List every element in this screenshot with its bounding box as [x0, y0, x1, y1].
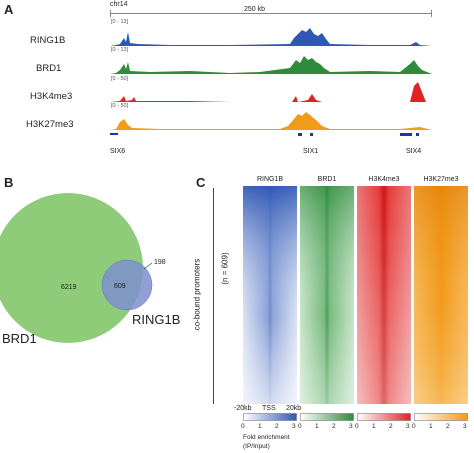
scale-tick-2: 2 — [332, 423, 336, 430]
heatmap-h3k27me3 — [414, 186, 468, 404]
heatmap-h3k4me3 — [357, 186, 411, 404]
scale-tick-right — [431, 10, 432, 17]
scale-tick-1: 1 — [429, 423, 433, 430]
scale-tick-0: 0 — [241, 423, 245, 430]
ring1b-only-leader — [143, 262, 153, 270]
heatmap-ring1b — [243, 186, 297, 404]
x-label-right: 20kb — [286, 405, 302, 412]
h3k4me3-track — [110, 82, 432, 102]
color-scale-brd1 — [300, 413, 354, 421]
scale-line — [110, 13, 432, 14]
scale-tick-3: 3 — [349, 423, 353, 430]
venn-diagram — [0, 193, 153, 343]
ip-input-label: (IP/Input) — [243, 443, 270, 450]
venn-ring1b-label: RING1B — [132, 312, 181, 327]
scale-tick-1: 1 — [372, 423, 376, 430]
heatmap-title-brd1: BRD1 — [317, 176, 337, 183]
gene-six1: SIX1 — [303, 148, 319, 155]
scale-tick-3: 3 — [292, 423, 296, 430]
x-label-tss: TSS — [262, 405, 276, 412]
brd1-track — [110, 56, 432, 74]
gene-models — [110, 133, 419, 136]
heatmap-title-h3k27me3: H3K27me3 — [423, 176, 459, 183]
panel-a-letter: A — [4, 2, 14, 17]
track-label-ring1b: RING1B — [30, 35, 66, 46]
heatmap-brd1 — [300, 186, 354, 404]
track-range-ring1b: [0 - 13] — [111, 19, 129, 25]
fold-enrichment-label: Fold enrichment — [243, 434, 290, 441]
scale-tick-3: 3 — [406, 423, 410, 430]
track-label-h3k4me3: H3K4me3 — [30, 91, 73, 102]
brd1-circle — [0, 193, 143, 343]
venn-ring1b-only-count: 198 — [154, 259, 166, 266]
n-count-label: (n = 609) — [220, 252, 230, 285]
scale-tick-1: 1 — [258, 423, 262, 430]
scale-label: 250 kb — [240, 6, 270, 13]
heatmaps — [243, 186, 468, 404]
color-scale-h3k4me3 — [357, 413, 411, 421]
scale-tick-2: 2 — [275, 423, 279, 430]
ring1b-track — [110, 28, 432, 46]
scale-tick-0: 0 — [412, 423, 416, 430]
heatmap-title-ring1b: RING1B — [256, 176, 284, 183]
track-label-h3k27me3: H3K27me3 — [26, 119, 74, 130]
h3k27me3-track — [110, 112, 432, 130]
track-range-brd1: [0 - 13] — [111, 47, 129, 53]
scale-tick-2: 2 — [389, 423, 393, 430]
venn-overlap-count: 609 — [114, 283, 126, 290]
genome-tracks — [110, 28, 432, 136]
color-scale-h3k27me3 — [414, 413, 468, 421]
scale-tick-row: 0 1 2 3 0 1 2 3 0 1 2 3 0 1 2 3 — [241, 423, 471, 433]
scale-tick-1: 1 — [315, 423, 319, 430]
ring1b-circle — [101, 259, 153, 311]
scale-tick-left — [110, 10, 111, 17]
chromosome-label: chr14 — [110, 1, 128, 8]
scale-tick-2: 2 — [446, 423, 450, 430]
color-scale-ring1b — [243, 413, 297, 421]
cobound-bracket — [213, 188, 214, 404]
color-scales — [243, 413, 468, 421]
scale-tick-3: 3 — [463, 423, 467, 430]
track-range-h3k27me3: [0 - 50] — [111, 103, 129, 109]
track-range-h3k4me3: [0 - 50] — [111, 76, 129, 82]
scale-tick-0: 0 — [298, 423, 302, 430]
venn-brd1-label: BRD1 — [2, 331, 37, 346]
cobound-promoters-label: co-bound promoters — [192, 258, 202, 331]
panel-c-letter: C — [196, 175, 206, 190]
track-label-brd1: BRD1 — [36, 63, 62, 74]
venn-brd1-only-count: 6219 — [61, 284, 77, 291]
panel-b-letter: B — [4, 175, 14, 190]
gene-six6: SIX6 — [110, 148, 126, 155]
heatmap-title-h3k4me3: H3K4me3 — [368, 176, 400, 183]
x-label-left: -20kb — [234, 405, 252, 412]
scale-tick-0: 0 — [355, 423, 359, 430]
gene-six4: SIX4 — [406, 148, 422, 155]
